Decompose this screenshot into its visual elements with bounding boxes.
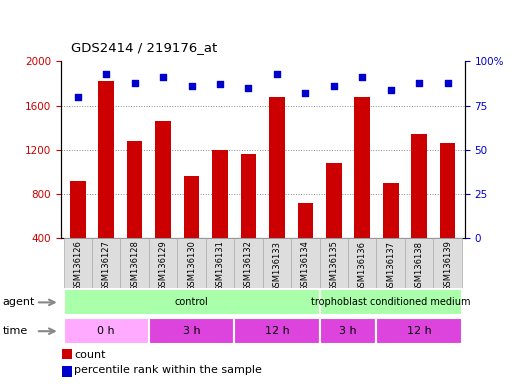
Bar bbox=[63, 318, 149, 344]
Text: GSM136137: GSM136137 bbox=[386, 240, 395, 291]
Point bbox=[415, 79, 423, 86]
Text: agent: agent bbox=[3, 297, 35, 308]
Text: trophoblast conditioned medium: trophoblast conditioned medium bbox=[311, 297, 470, 308]
Text: GSM136135: GSM136135 bbox=[329, 240, 338, 291]
Text: GSM136134: GSM136134 bbox=[301, 240, 310, 291]
Bar bbox=[297, 203, 313, 238]
Bar bbox=[63, 238, 92, 288]
Text: 3 h: 3 h bbox=[339, 326, 357, 336]
Bar bbox=[319, 290, 462, 315]
Bar bbox=[269, 97, 285, 238]
Text: time: time bbox=[3, 326, 28, 336]
Bar bbox=[319, 238, 348, 288]
Text: 12 h: 12 h bbox=[407, 326, 431, 336]
Text: 12 h: 12 h bbox=[265, 326, 289, 336]
Bar bbox=[241, 154, 256, 238]
Text: count: count bbox=[74, 350, 106, 360]
Point bbox=[301, 90, 309, 96]
Bar bbox=[206, 238, 234, 288]
Bar bbox=[376, 238, 405, 288]
Bar bbox=[63, 290, 319, 315]
Bar bbox=[376, 318, 462, 344]
Text: GDS2414 / 219176_at: GDS2414 / 219176_at bbox=[71, 41, 218, 54]
Bar bbox=[62, 366, 72, 377]
Bar bbox=[177, 238, 206, 288]
Bar bbox=[155, 121, 171, 238]
Bar bbox=[212, 150, 228, 238]
Bar bbox=[348, 238, 376, 288]
Bar bbox=[326, 163, 342, 238]
Bar bbox=[184, 176, 200, 238]
Bar bbox=[433, 238, 462, 288]
Bar bbox=[120, 238, 149, 288]
Bar bbox=[291, 238, 319, 288]
Text: 3 h: 3 h bbox=[183, 326, 201, 336]
Point bbox=[244, 85, 253, 91]
Text: GSM136132: GSM136132 bbox=[244, 240, 253, 291]
Bar bbox=[149, 318, 234, 344]
Text: GSM136139: GSM136139 bbox=[443, 240, 452, 291]
Text: GSM136138: GSM136138 bbox=[414, 240, 423, 291]
Text: GSM136136: GSM136136 bbox=[358, 240, 367, 291]
Bar bbox=[149, 238, 177, 288]
Bar bbox=[354, 97, 370, 238]
Point bbox=[329, 83, 338, 89]
Bar bbox=[70, 180, 86, 238]
Text: GSM136133: GSM136133 bbox=[272, 240, 281, 291]
Text: GSM136128: GSM136128 bbox=[130, 240, 139, 291]
Bar bbox=[383, 183, 399, 238]
Text: GSM136130: GSM136130 bbox=[187, 240, 196, 291]
Text: GSM136126: GSM136126 bbox=[73, 240, 82, 291]
Point bbox=[130, 79, 139, 86]
Point bbox=[73, 94, 82, 100]
Point bbox=[216, 81, 224, 88]
Point bbox=[272, 71, 281, 77]
Bar bbox=[92, 238, 120, 288]
Bar bbox=[98, 81, 114, 238]
Bar bbox=[411, 134, 427, 238]
Point bbox=[159, 74, 167, 80]
Point bbox=[102, 71, 110, 77]
Bar bbox=[440, 143, 455, 238]
Text: control: control bbox=[175, 297, 209, 308]
Point bbox=[386, 87, 395, 93]
Bar bbox=[234, 318, 319, 344]
Bar bbox=[405, 238, 433, 288]
Bar bbox=[62, 349, 72, 359]
Bar bbox=[127, 141, 143, 238]
Text: GSM136127: GSM136127 bbox=[102, 240, 111, 291]
Text: GSM136129: GSM136129 bbox=[158, 240, 167, 291]
Bar bbox=[234, 238, 263, 288]
Bar bbox=[262, 238, 291, 288]
Text: 0 h: 0 h bbox=[98, 326, 115, 336]
Point bbox=[444, 79, 452, 86]
Text: percentile rank within the sample: percentile rank within the sample bbox=[74, 366, 262, 376]
Point bbox=[358, 74, 366, 80]
Point bbox=[187, 83, 196, 89]
Bar bbox=[319, 318, 376, 344]
Text: GSM136131: GSM136131 bbox=[215, 240, 224, 291]
